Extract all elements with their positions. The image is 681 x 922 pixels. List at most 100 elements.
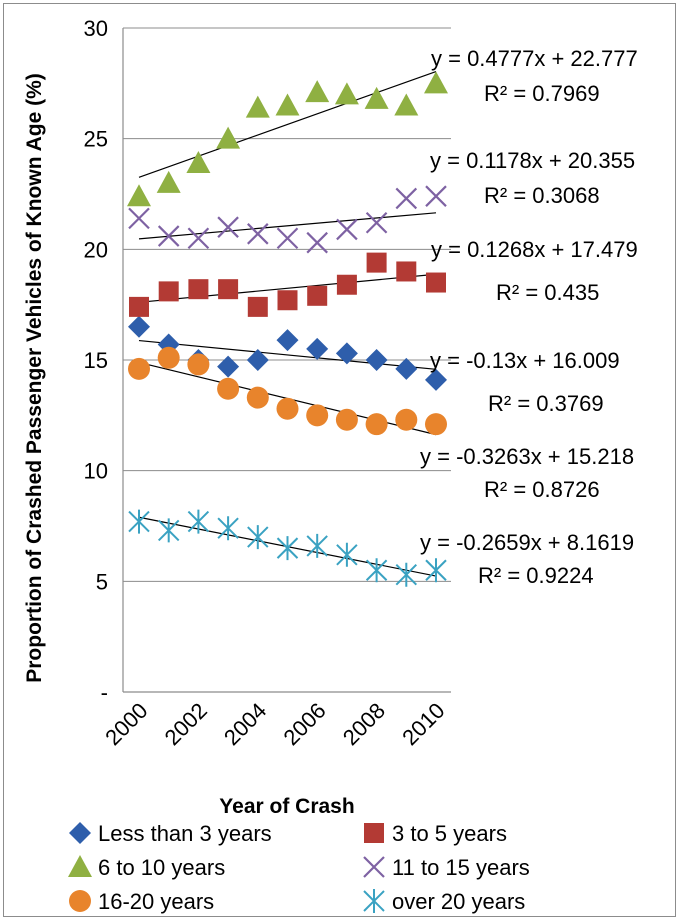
data-point bbox=[336, 218, 358, 241]
data-point bbox=[395, 562, 418, 587]
data-point bbox=[158, 281, 179, 302]
gridlines bbox=[123, 27, 451, 582]
x-tick-label: 2008 bbox=[338, 698, 390, 750]
data-point bbox=[217, 377, 240, 400]
data-point bbox=[396, 261, 417, 282]
x-axis-label: Year of Crash bbox=[219, 795, 354, 818]
legend-label: over 20 years bbox=[392, 889, 525, 914]
trend-equations: y = -0.13x + 16.009 R² = 0.3769 y = 0.1268… bbox=[420, 46, 638, 588]
legend-marker bbox=[363, 856, 385, 878]
data-point bbox=[306, 404, 329, 427]
data-point bbox=[127, 184, 151, 207]
data-point bbox=[217, 355, 240, 378]
x-tick-label: 2010 bbox=[397, 698, 449, 750]
data-point bbox=[157, 346, 180, 369]
data-point bbox=[306, 231, 328, 254]
data-point bbox=[156, 170, 181, 193]
data-point bbox=[424, 71, 448, 94]
data-point bbox=[335, 342, 358, 365]
data-point bbox=[366, 252, 387, 273]
data-point bbox=[276, 397, 299, 420]
data-point bbox=[394, 93, 419, 116]
x-tick-label: 2004 bbox=[219, 698, 271, 750]
trend-equation: y = 0.4777x + 22.777 bbox=[431, 46, 638, 71]
y-tick-label: - bbox=[101, 680, 108, 705]
legend-marker bbox=[364, 823, 384, 843]
data-point bbox=[306, 337, 329, 360]
data-point bbox=[128, 315, 150, 338]
x-tick-label: 2006 bbox=[278, 698, 330, 750]
data-point bbox=[425, 185, 447, 207]
data-point bbox=[306, 533, 328, 558]
legend-marker bbox=[68, 855, 92, 877]
data-point bbox=[307, 285, 328, 306]
data-point bbox=[187, 509, 210, 534]
trend-r-squared: R² = 0.435 bbox=[496, 280, 599, 305]
data-point bbox=[128, 207, 150, 230]
data-point bbox=[305, 80, 330, 103]
data-point bbox=[247, 525, 269, 550]
data-point bbox=[277, 290, 298, 311]
data-point bbox=[187, 227, 210, 250]
trend-r-squared: R² = 0.8726 bbox=[484, 477, 600, 502]
legend-label: 6 to 10 years bbox=[98, 855, 225, 880]
data-point bbox=[425, 558, 447, 583]
data-point bbox=[395, 408, 418, 431]
data-point bbox=[276, 227, 299, 250]
data-point bbox=[364, 86, 389, 109]
legend-label: 11 to 15 years bbox=[392, 855, 530, 880]
trend-equation: y = -0.2659x + 8.1619 bbox=[420, 530, 634, 555]
data-point bbox=[395, 357, 418, 380]
x-tick-labels: 2000 2002 2004 2006 2008 2010 bbox=[100, 698, 449, 750]
data-point bbox=[217, 516, 239, 541]
data-point bbox=[426, 272, 446, 293]
y-tick-label: 15 bbox=[84, 348, 108, 373]
trend-r-squared: R² = 0.3769 bbox=[488, 391, 604, 416]
trend-equation: y = 0.1178x + 20.355 bbox=[430, 148, 635, 173]
y-tick-label: 20 bbox=[84, 237, 108, 262]
data-point bbox=[247, 223, 269, 245]
y-tick-label: 10 bbox=[84, 459, 108, 484]
data-point bbox=[157, 518, 180, 543]
data-point bbox=[186, 151, 211, 174]
trend-equation: y = -0.13x + 16.009 bbox=[430, 348, 620, 373]
data-point bbox=[365, 558, 388, 583]
trend-r-squared: R² = 0.7969 bbox=[484, 81, 600, 106]
data-point bbox=[188, 279, 209, 300]
data-point bbox=[365, 349, 388, 371]
y-axis-label: Proportion of Crashed Passenger Vehicles… bbox=[23, 73, 46, 683]
data-point bbox=[218, 279, 239, 300]
trend-equation: y = -0.3263x + 15.218 bbox=[420, 444, 634, 469]
data-point bbox=[217, 216, 239, 238]
data-point bbox=[129, 296, 149, 317]
data-point bbox=[425, 413, 447, 436]
data-point bbox=[128, 357, 150, 380]
legend-label: 16-20 years bbox=[98, 889, 214, 914]
legend-label: Less than 3 years bbox=[98, 821, 272, 846]
data-point bbox=[336, 274, 357, 295]
data-point bbox=[275, 93, 300, 116]
data-point bbox=[425, 368, 447, 391]
legend: Less than 3 years 3 to 5 years 6 to 10 yea… bbox=[68, 821, 530, 914]
data-point bbox=[157, 225, 180, 247]
y-tick-label: 5 bbox=[96, 569, 108, 594]
data-point bbox=[246, 349, 269, 371]
y-tick-labels: - 5 10 15 20 25 30 bbox=[84, 16, 108, 705]
legend-marker bbox=[69, 890, 91, 912]
y-tick-label: 25 bbox=[84, 127, 108, 152]
data-points bbox=[127, 71, 448, 587]
trend-r-squared: R² = 0.3068 bbox=[484, 183, 600, 208]
data-point bbox=[276, 536, 299, 561]
data-point bbox=[365, 211, 388, 234]
data-point bbox=[216, 126, 241, 149]
legend-marker bbox=[363, 889, 385, 913]
axes bbox=[122, 28, 451, 693]
data-point bbox=[128, 509, 150, 534]
trendline bbox=[138, 212, 437, 240]
data-point bbox=[365, 413, 388, 436]
trendline bbox=[138, 70, 437, 178]
x-tick-label: 2002 bbox=[160, 698, 212, 750]
legend-marker bbox=[69, 822, 91, 844]
legend-label: 3 to 5 years bbox=[392, 821, 507, 846]
